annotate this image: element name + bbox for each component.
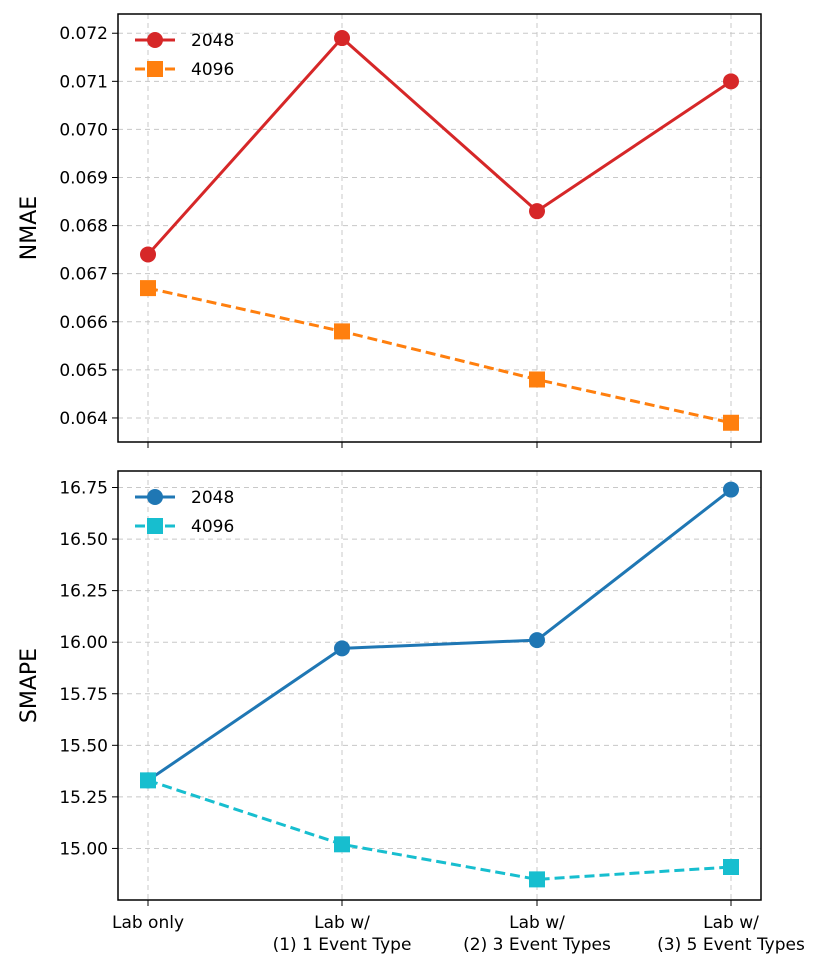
x-tick-label: Lab w/ bbox=[314, 913, 370, 933]
data-point-4096 bbox=[334, 836, 350, 853]
data-point-4096 bbox=[723, 859, 739, 875]
x-tick-label: (1) 1 Event Type bbox=[273, 935, 412, 955]
y-tick-label: 0.066 bbox=[59, 313, 108, 333]
data-point-2048 bbox=[334, 640, 350, 657]
data-point-4096 bbox=[529, 871, 545, 888]
x-tick-label: Lab w/ bbox=[703, 913, 759, 933]
y-tick-label: 15.25 bbox=[59, 788, 108, 808]
y-tick-label: 0.070 bbox=[59, 120, 108, 140]
legend-label-2048: 2048 bbox=[191, 31, 234, 51]
plot-frame bbox=[117, 470, 762, 901]
y-tick-label: 15.00 bbox=[59, 839, 108, 859]
series-line-2048 bbox=[146, 36, 732, 256]
legend-marker-2048 bbox=[147, 32, 163, 48]
x-tick-label: (2) 3 Event Types bbox=[463, 935, 611, 955]
series-line-2048 bbox=[147, 488, 732, 782]
data-point-2048 bbox=[140, 246, 156, 263]
data-point-2048 bbox=[723, 481, 739, 498]
y-tick-label: 0.065 bbox=[59, 361, 108, 381]
data-point-2048 bbox=[529, 203, 545, 220]
y-tick-label: 15.75 bbox=[59, 685, 108, 705]
y-tick-label: 0.068 bbox=[59, 217, 108, 237]
data-point-4096 bbox=[140, 280, 156, 297]
y-tick-label: 0.072 bbox=[59, 24, 108, 44]
plot-frame bbox=[117, 13, 762, 443]
y-tick-label: 16.00 bbox=[59, 633, 108, 653]
y-tick-label: 16.75 bbox=[59, 479, 108, 499]
legend-label-2048: 2048 bbox=[191, 488, 234, 508]
y-tick-label: 0.071 bbox=[59, 72, 108, 92]
y-tick-label: 0.067 bbox=[59, 265, 108, 285]
legend-marker-2048 bbox=[147, 489, 163, 505]
legend: 2048 4096 bbox=[135, 488, 234, 537]
y-tick-label: 15.50 bbox=[59, 736, 108, 756]
series-line-4096 bbox=[147, 778, 732, 881]
x-tick-label: Lab only bbox=[112, 913, 184, 933]
data-point-2048 bbox=[723, 73, 739, 90]
legend-label-4096: 4096 bbox=[191, 60, 234, 80]
legend: 2048 4096 bbox=[135, 31, 234, 80]
data-point-4096 bbox=[140, 772, 156, 789]
data-point-2048 bbox=[334, 30, 350, 47]
legend-marker-4096 bbox=[147, 518, 163, 534]
chart-panel-nmae: 0.064 0.065 0.066 0.067 0.068 0.069 0.070 0.071… bbox=[17, 13, 762, 448]
y-axis-label: SMAPE bbox=[17, 648, 42, 723]
legend-marker-4096 bbox=[147, 61, 163, 77]
y-tick-label: 16.25 bbox=[59, 582, 108, 602]
legend-label-4096: 4096 bbox=[191, 517, 234, 537]
y-tick-label: 0.069 bbox=[59, 169, 108, 189]
x-tick-label: (3) 5 Event Types bbox=[657, 935, 805, 955]
data-point-4096 bbox=[723, 414, 739, 431]
y-tick-label: 0.064 bbox=[59, 409, 108, 429]
data-point-4096 bbox=[529, 371, 545, 388]
data-point-2048 bbox=[529, 632, 545, 649]
chart-panel-smape: 15.00 15.25 15.50 15.75 16.00 16.25 16.50 16.75… bbox=[17, 470, 805, 955]
y-tick-label: 16.50 bbox=[59, 530, 108, 550]
x-tick-label: Lab w/ bbox=[509, 913, 565, 933]
data-point-4096 bbox=[334, 323, 350, 340]
series-line-4096 bbox=[147, 286, 732, 425]
y-axis-label: NMAE bbox=[17, 196, 42, 260]
